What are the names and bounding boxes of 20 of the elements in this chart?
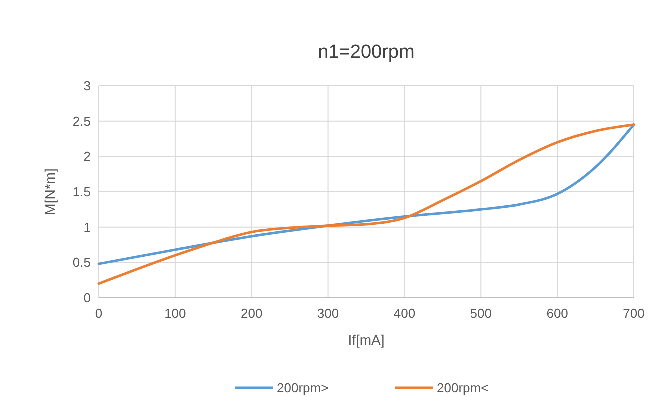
x-tick-label: 700	[623, 306, 645, 321]
y-tick-label: 3	[84, 78, 91, 94]
x-tick-label: 600	[546, 306, 568, 321]
y-tick-label: 2	[84, 149, 91, 164]
x-tick-label: 200	[241, 306, 263, 321]
x-tick-label: 400	[394, 306, 416, 321]
x-tick-label: 300	[317, 306, 340, 321]
chart-title: n1=200rpm	[318, 42, 415, 63]
y-tick-label: 2.5	[72, 114, 91, 129]
x-axis-title: If[mA]	[348, 332, 385, 348]
legend-label: 200rpm>	[277, 380, 329, 396]
y-axis-title: M[N*m]	[42, 168, 58, 216]
x-tick-label: 100	[164, 306, 186, 321]
y-tick-label: 0	[84, 290, 91, 306]
y-tick-label: 1	[84, 220, 91, 235]
x-tick-label: 0	[95, 306, 103, 321]
legend-label: 200rpm<	[437, 380, 489, 396]
y-tick-label: 0.5	[72, 255, 91, 270]
y-tick-label: 1.5	[72, 184, 91, 200]
x-tick-label: 500	[470, 306, 492, 321]
